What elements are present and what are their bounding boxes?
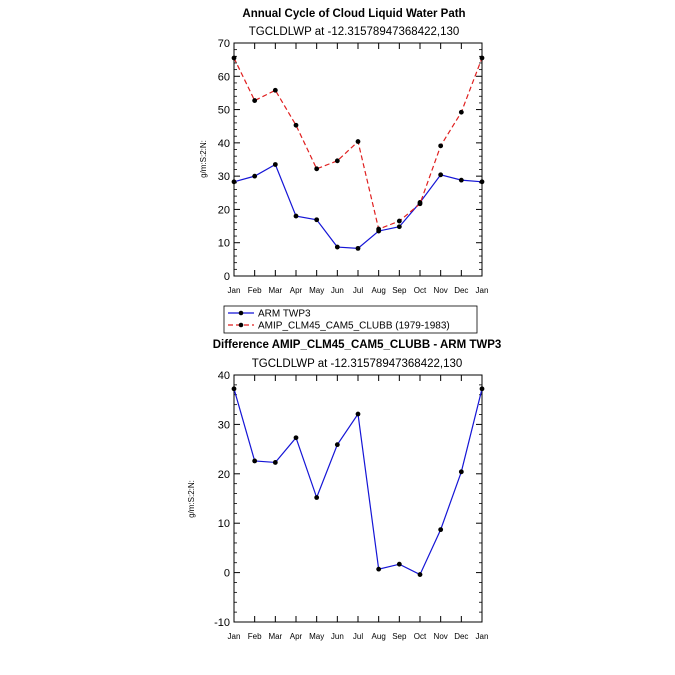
x-tick-label: Dec	[454, 632, 468, 641]
y-tick-label: 20	[218, 469, 230, 481]
data-point	[417, 572, 423, 577]
data-point	[458, 177, 464, 183]
legend-marker-amip	[238, 322, 244, 328]
data-point	[396, 218, 402, 224]
data-point	[458, 109, 464, 115]
y-tick-label: 10	[218, 238, 230, 250]
data-point	[293, 213, 299, 219]
data-point	[252, 173, 258, 179]
x-tick-label: Jul	[353, 632, 363, 641]
x-tick-label: May	[309, 632, 324, 641]
data-point	[293, 435, 299, 441]
x-tick-label: Jun	[331, 286, 344, 295]
data-point	[396, 561, 402, 567]
difference-chart: Difference AMIP_CLM45_CAM5_CLUBB - ARM T…	[187, 339, 501, 641]
y-tick-label: 50	[218, 105, 230, 117]
x-tick-label: Feb	[248, 632, 262, 641]
chart-title: Difference AMIP_CLM45_CAM5_CLUBB - ARM T…	[213, 339, 502, 351]
annual-cycle-chart: Annual Cycle of Cloud Liquid Water Path …	[199, 8, 488, 295]
y-tick-label: 40	[218, 370, 230, 382]
x-tick-label: Jan	[476, 286, 489, 295]
data-point	[438, 172, 444, 178]
data-point	[396, 224, 402, 230]
x-tick-label: Aug	[372, 286, 386, 295]
data-point	[479, 386, 485, 392]
y-tick-label: 0	[224, 271, 230, 283]
x-tick-label: Nov	[434, 632, 448, 641]
x-tick-label: Jun	[331, 632, 344, 641]
axes-ticks: 0 10 20 30 40 50 60 70 Jan Feb Mar Apr May Jun Jul Aug S…	[218, 38, 489, 295]
data-point	[334, 244, 340, 250]
x-tick-label: Nov	[434, 286, 448, 295]
legend-label-amip: AMIP_CLM45_CAM5_CLUBB (1979-1983)	[258, 321, 450, 332]
chart-subtitle: TGCLDLWP at -12.31578947368422,130	[249, 26, 460, 38]
x-tick-label: Jan	[228, 286, 241, 295]
data-point	[334, 158, 340, 164]
data-point	[479, 179, 485, 185]
x-tick-label: Jan	[476, 632, 489, 641]
data-point	[334, 442, 340, 448]
data-point	[231, 55, 237, 61]
data-point	[272, 460, 278, 465]
data-point	[355, 139, 361, 144]
data-point	[314, 495, 320, 500]
x-tick-label: Jul	[353, 286, 363, 295]
series-layer	[231, 55, 485, 251]
x-tick-label: Apr	[290, 632, 303, 641]
data-point	[355, 245, 361, 251]
x-tick-label: Oct	[414, 286, 427, 295]
legend-box	[223, 305, 478, 334]
series-layer	[231, 386, 485, 577]
x-tick-label: Aug	[372, 632, 386, 641]
chart-subtitle: TGCLDLWP at -12.31578947368422,130	[252, 358, 463, 370]
legend: ARM TWP3 AMIP_CLM45_CAM5_CLUBB (1979-198…	[223, 305, 478, 334]
y-tick-label: 10	[218, 518, 230, 530]
data-point	[293, 122, 299, 128]
data-point	[252, 98, 258, 103]
y-tick-label: -10	[214, 617, 230, 629]
x-tick-label: Dec	[454, 286, 468, 295]
y-axis-label: g/m:S:2:N:	[187, 480, 196, 518]
data-point	[438, 143, 444, 149]
x-tick-label: Mar	[268, 286, 282, 295]
data-point	[314, 166, 320, 172]
data-point	[355, 411, 361, 417]
data-point	[252, 458, 258, 464]
x-tick-label: May	[309, 286, 324, 295]
x-tick-label: Sep	[392, 286, 407, 295]
data-point	[417, 201, 423, 207]
data-point	[458, 469, 464, 475]
y-tick-label: 20	[218, 204, 230, 216]
x-tick-label: Apr	[290, 286, 303, 295]
x-tick-label: Sep	[392, 632, 407, 641]
data-point	[479, 55, 485, 61]
legend-marker-arm	[238, 310, 244, 316]
axes-ticks: -10 0 10 20 30 40 Jan Feb Mar Apr May Jun Jul Aug Sep O…	[214, 370, 488, 641]
data-point	[231, 179, 237, 185]
x-tick-label: Mar	[268, 632, 282, 641]
y-axis-label: g/m:S:2:N:	[199, 140, 208, 178]
y-tick-label: 30	[218, 419, 230, 431]
y-tick-label: 60	[218, 71, 230, 83]
x-tick-label: Feb	[248, 286, 262, 295]
data-point	[314, 217, 320, 223]
data-point	[272, 87, 278, 93]
y-tick-label: 40	[218, 138, 230, 150]
data-point	[231, 386, 237, 392]
data-point	[376, 566, 382, 572]
y-tick-label: 0	[224, 568, 230, 580]
data-point	[272, 162, 278, 167]
data-point	[376, 226, 382, 232]
legend-label-arm: ARM TWP3	[258, 309, 311, 320]
data-point	[438, 527, 444, 533]
y-tick-label: 30	[218, 171, 230, 183]
x-tick-label: Oct	[414, 632, 427, 641]
chart-title: Annual Cycle of Cloud Liquid Water Path	[242, 8, 465, 20]
x-tick-label: Jan	[228, 632, 241, 641]
y-tick-label: 70	[218, 38, 230, 50]
